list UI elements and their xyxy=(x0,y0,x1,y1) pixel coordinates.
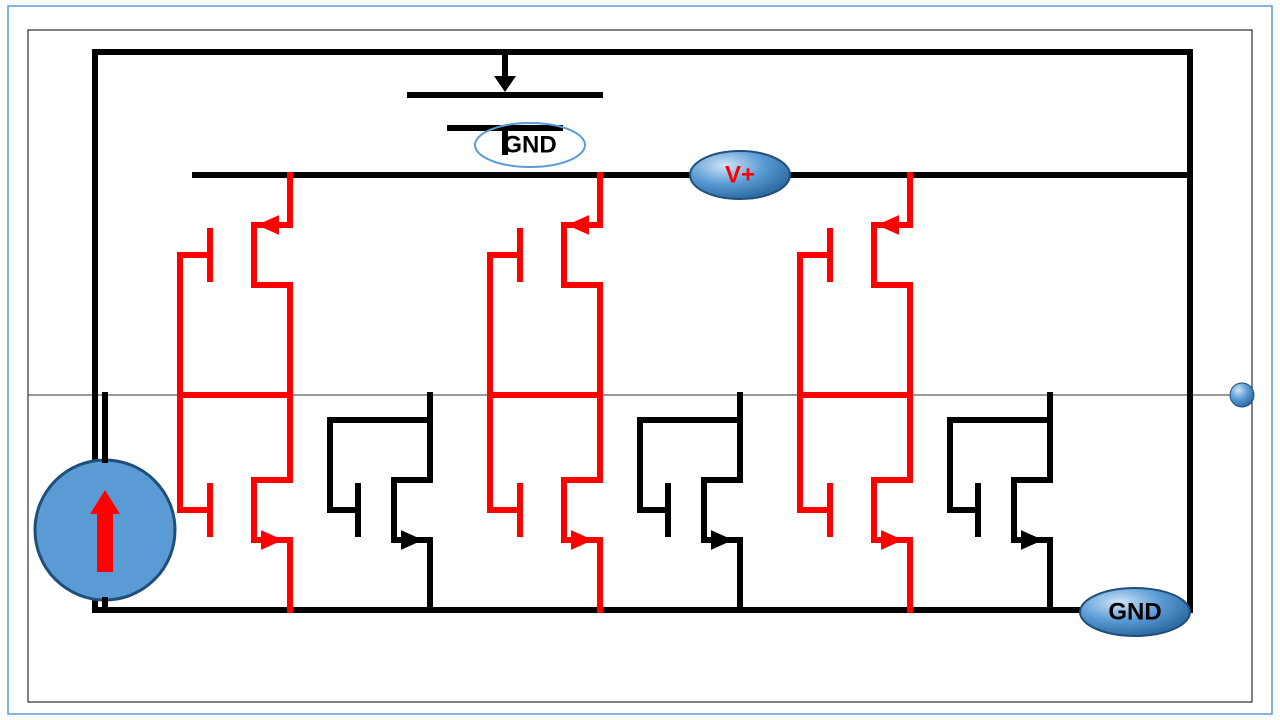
label-text: GND xyxy=(503,132,556,159)
label-text: V+ xyxy=(725,162,755,189)
label-text: GND xyxy=(1108,599,1161,626)
